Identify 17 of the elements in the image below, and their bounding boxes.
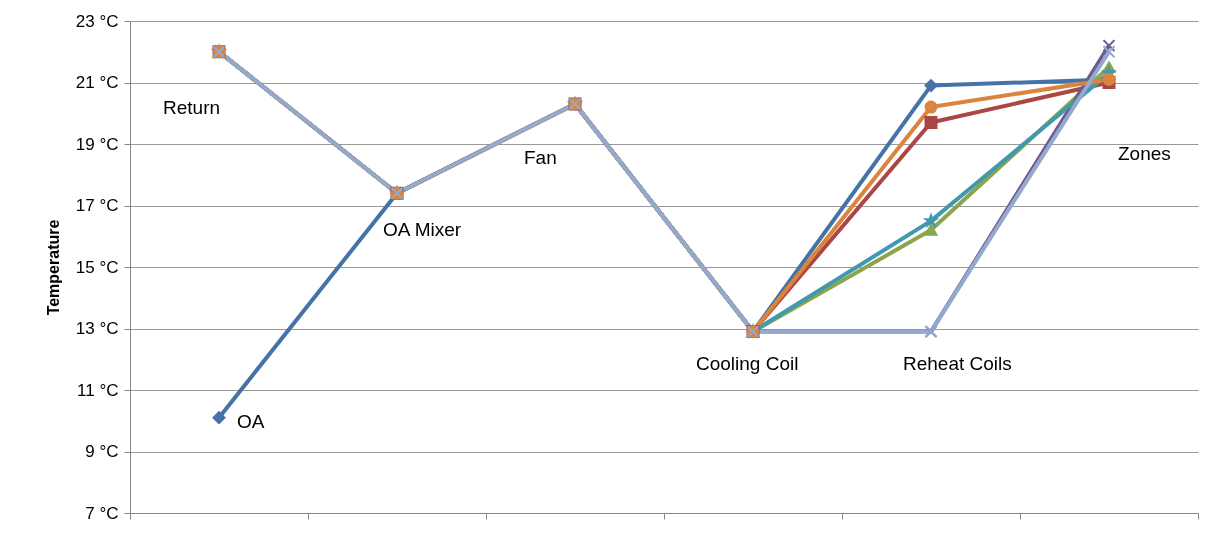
y-axis-title: Temperature bbox=[44, 219, 62, 316]
y-tick-label: 7 °C bbox=[85, 503, 119, 523]
y-tick-label: 15 °C bbox=[75, 257, 119, 277]
annotation: Fan bbox=[524, 147, 557, 168]
annotation: Zones bbox=[1118, 143, 1171, 164]
y-tick-label: 17 °C bbox=[75, 196, 119, 215]
annotation: OA Mixer bbox=[383, 219, 462, 240]
y-tick-label: 21 °C bbox=[75, 73, 119, 92]
annotation: Return bbox=[163, 97, 221, 118]
y-tick-label: 23 °C bbox=[75, 11, 119, 31]
annotation: Reheat Coils bbox=[903, 353, 1012, 374]
y-tick-label: 9 °C bbox=[85, 442, 119, 461]
annotation: OA bbox=[237, 411, 265, 432]
annotation: Cooling Coil bbox=[696, 353, 799, 374]
y-tick-label: 19 °C bbox=[75, 134, 119, 154]
y-tick-label: 13 °C bbox=[75, 319, 119, 338]
y-tick-label: 11 °C bbox=[77, 380, 119, 400]
